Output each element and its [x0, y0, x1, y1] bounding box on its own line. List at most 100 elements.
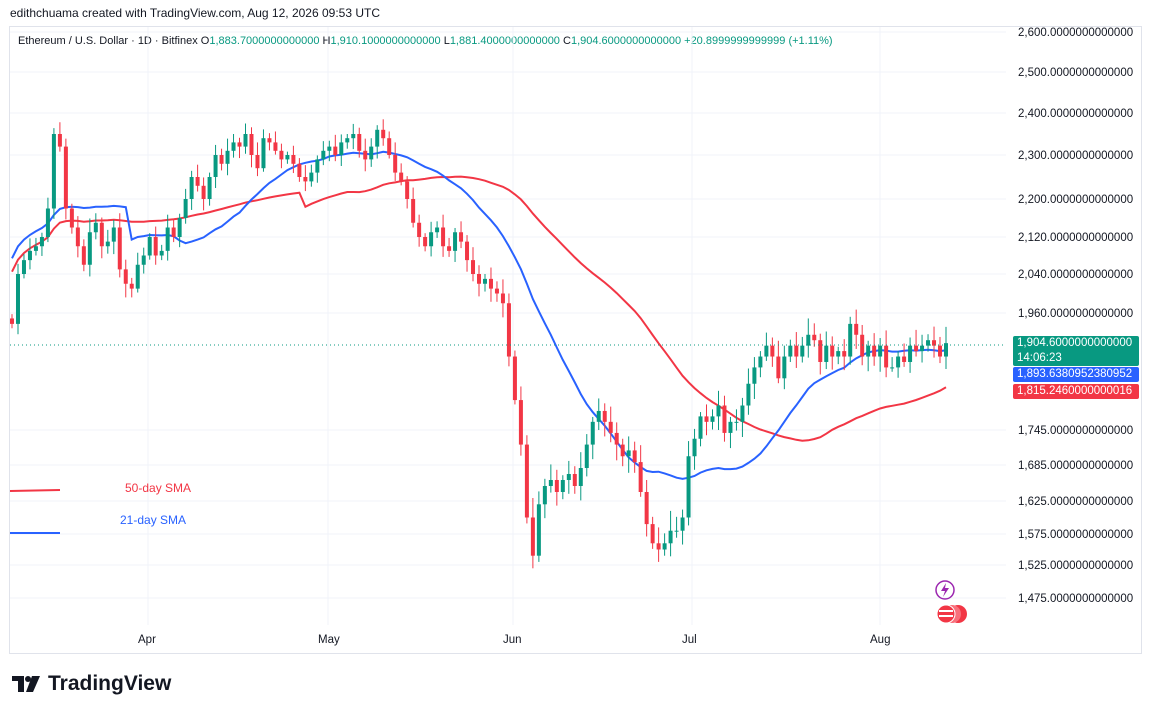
candle: [578, 452, 583, 501]
candle: [926, 334, 931, 352]
candle: [794, 332, 799, 368]
candle: [279, 143, 284, 169]
candle: [848, 316, 853, 365]
candle: [716, 390, 721, 430]
candle: [494, 281, 499, 302]
y-tick-label: 2,200.0000000000000: [1018, 194, 1133, 206]
candle: [387, 131, 392, 159]
candle: [602, 403, 607, 437]
candle: [668, 510, 673, 557]
candle: [147, 233, 152, 260]
candle: [465, 235, 470, 272]
change-value: +20.8999999999999 (+1.11%): [684, 35, 833, 47]
candle: [932, 326, 937, 358]
candle: [243, 123, 248, 154]
symbol-legend: Ethereum / U.S. Dollar · 1D · Bitfinex O…: [18, 35, 833, 47]
candle: [704, 404, 709, 436]
candle: [141, 247, 146, 274]
candle: [572, 466, 577, 494]
candle: [626, 436, 631, 473]
candle: [908, 337, 913, 373]
lightning-icon: [935, 580, 955, 600]
candle: [201, 177, 206, 211]
candle: [650, 516, 655, 549]
candle: [530, 498, 535, 569]
candle: [728, 416, 733, 449]
last-price-tag: 1,904.6000000000000 14:06:23: [1013, 336, 1139, 366]
candle: [459, 221, 464, 249]
candle: [75, 216, 80, 258]
logo-text: TradingView: [48, 672, 172, 695]
candle: [207, 172, 212, 206]
candle: [183, 188, 188, 224]
y-tick-label: 2,500.0000000000000: [1018, 67, 1133, 79]
candle: [261, 129, 266, 172]
candle: [818, 333, 823, 375]
candle: [698, 412, 703, 447]
candle: [339, 134, 344, 166]
candle: [225, 138, 230, 176]
candle: [129, 277, 134, 298]
candle: [854, 309, 859, 349]
candle: [15, 263, 20, 335]
sma21-tag: 1,893.6380952380952: [1013, 367, 1139, 382]
candle: [944, 326, 948, 370]
candle: [405, 176, 410, 209]
last-price-value: 1,904.6000000000000: [1017, 337, 1133, 349]
candle: [69, 203, 74, 234]
candle: [345, 134, 350, 149]
candle: [560, 475, 565, 500]
candle: [842, 339, 847, 371]
candle: [764, 332, 769, 361]
sma50-tag: 1,815.2460000000016: [1013, 384, 1139, 399]
us-flag-icon: [936, 604, 956, 624]
close-value: 1,904.6000000000000: [570, 35, 682, 47]
candle: [758, 351, 763, 378]
candle: [542, 478, 547, 519]
candle: [399, 163, 404, 186]
candle: [482, 274, 487, 292]
candle: [477, 265, 481, 297]
x-tick-label: Apr: [138, 634, 156, 646]
y-tick-label: 2,600.0000000000000: [1018, 27, 1133, 39]
candle: [315, 155, 320, 183]
tradingview-logo[interactable]: TradingView: [12, 672, 171, 696]
sma50-line: [11, 175, 947, 442]
candle: [524, 435, 529, 524]
candle: [249, 127, 254, 168]
y-tick-label: 1,960.0000000000000: [1018, 308, 1133, 320]
candle: [213, 144, 218, 188]
x-tick-label: Aug: [870, 634, 890, 646]
candle: [123, 259, 128, 298]
candle: [878, 338, 883, 372]
candle: [806, 318, 811, 358]
candle: [165, 214, 170, 261]
candle: [429, 221, 434, 257]
candle: [327, 140, 332, 162]
candle: [518, 386, 523, 456]
candle: [746, 368, 751, 415]
candle: [333, 134, 338, 162]
candle: [536, 491, 541, 562]
candle: [255, 142, 260, 177]
candle: [117, 213, 122, 278]
candle: [453, 227, 458, 262]
candle: [417, 214, 422, 247]
candle: [902, 343, 907, 367]
candle: [447, 237, 452, 257]
candle: [566, 460, 571, 494]
legend-label: 21-day SMA: [120, 513, 186, 527]
candle: [632, 441, 637, 473]
candle: [105, 229, 110, 254]
candle: [285, 151, 290, 164]
candle: [800, 336, 805, 363]
legend-label: 50-day SMA: [125, 481, 191, 495]
open-value: 1,883.7000000000000: [209, 35, 320, 47]
candle: [273, 131, 278, 155]
candle: [782, 345, 787, 390]
candle: [734, 409, 739, 431]
candle: [423, 233, 428, 252]
candle: [357, 127, 362, 158]
candle: [590, 416, 595, 460]
